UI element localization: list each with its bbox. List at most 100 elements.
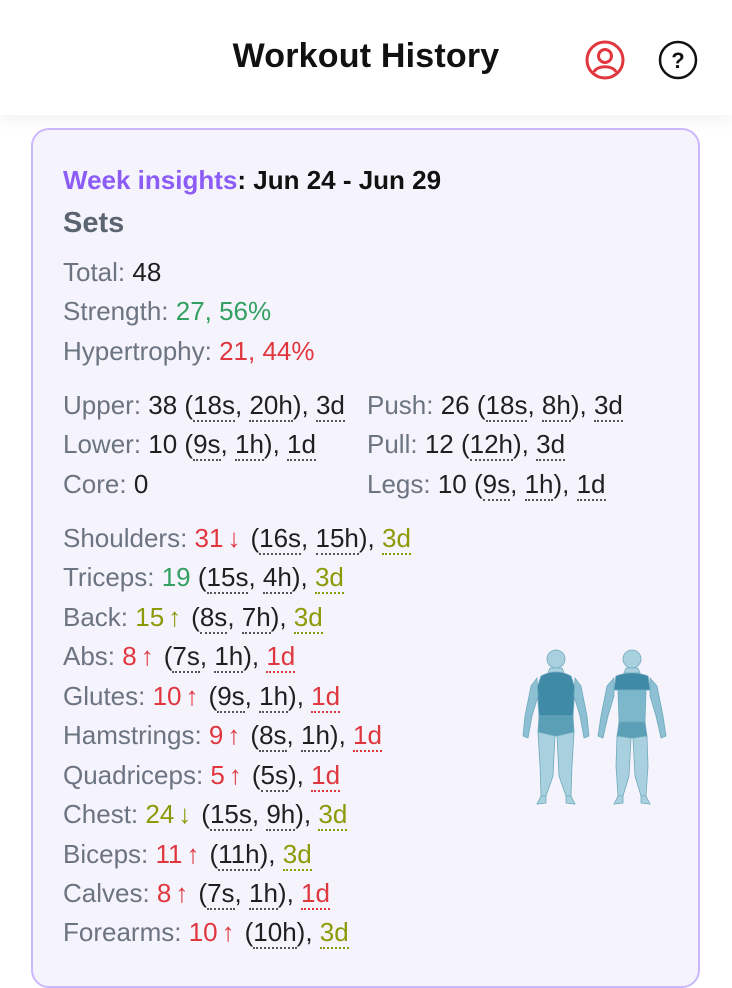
group-label: Core: [63, 469, 134, 499]
profile-button[interactable] [583, 38, 627, 82]
muscle-label: Abs: [63, 641, 123, 671]
hypertrophy-sets-value[interactable]: 1h [300, 720, 330, 752]
group-lower: Lower: 10 (9s, 1h), 1d [63, 429, 316, 461]
trend-up-icon: ↑ [186, 839, 200, 869]
strength-sets-value[interactable]: 18s [485, 390, 528, 422]
muscle-row-back: Back: 15 ↑ (8s, 7h), 3d [63, 602, 323, 634]
days-value[interactable]: 1d [311, 760, 341, 792]
group-count: 10 [148, 429, 178, 459]
muscle-label: Quadriceps: [63, 760, 211, 790]
app-header: Workout History ? [0, 0, 732, 115]
group-count: 12 [424, 429, 454, 459]
strength-sets-value[interactable]: 8s [199, 602, 228, 634]
hypertrophy-sets-value[interactable]: 11h [218, 839, 260, 871]
trend-up-icon: ↑ [175, 878, 189, 908]
muscle-label: Biceps: [63, 839, 156, 869]
hypertrophy-sets-value[interactable]: 10h [253, 917, 297, 949]
muscle-count: 5 [210, 760, 225, 790]
help-button[interactable]: ? [656, 38, 700, 82]
days-value[interactable]: 3d [293, 602, 323, 634]
week-insights-card: Week insights: Jun 24 - Jun 29 Sets Tota… [31, 128, 700, 988]
strength-sets-value[interactable]: 7s [207, 878, 235, 910]
muscle-count: 10 [188, 917, 218, 947]
hypertrophy-sets-value[interactable]: 4h [262, 562, 292, 594]
group-push: Push: 26 (18s, 8h), 3d [367, 390, 623, 422]
hypertrophy-sets-value[interactable]: 1h [235, 429, 264, 461]
group-label: Legs: [367, 469, 438, 499]
muscle-count: 8 [122, 641, 137, 671]
muscle-count: 31 [194, 523, 224, 553]
days-value[interactable]: 1d [576, 469, 606, 501]
strength-sets-value[interactable]: 9s [217, 681, 245, 713]
hypertrophy-sets-value[interactable]: 8h [541, 390, 571, 422]
muscle-row-triceps: Triceps: 19 (15s, 4h), 3d [63, 562, 344, 594]
hypertrophy-sets-value[interactable]: 20h [249, 390, 293, 422]
page-title: Workout History [232, 37, 500, 75]
hypertrophy-sets-value[interactable]: 1h [248, 878, 278, 910]
group-upper: Upper: 38 (18s, 20h), 3d [63, 390, 345, 422]
days-value[interactable]: 3d [593, 390, 623, 422]
user-circle-icon [585, 40, 625, 80]
group-label: Lower: [63, 429, 149, 459]
days-value[interactable]: 3d [318, 799, 348, 831]
strength-row: Strength: 27, 56% [63, 295, 271, 327]
days-value[interactable]: 1d [266, 641, 296, 673]
days-value[interactable]: 1d [287, 429, 316, 461]
week-insights-heading: Week insights: Jun 24 - Jun 29 [63, 164, 441, 196]
hypertrophy-sets-value[interactable]: 1h [524, 469, 554, 501]
days-value[interactable]: 3d [314, 562, 344, 594]
muscle-label: Triceps: [63, 562, 162, 592]
muscle-count: 10 [152, 681, 182, 711]
group-label: Upper: [63, 390, 149, 420]
strength-sets-value[interactable]: 7s [172, 641, 200, 673]
muscle-count: 19 [161, 562, 191, 592]
days-value[interactable]: 3d [382, 523, 411, 555]
group-count: 38 [148, 390, 178, 420]
strength-sets-value[interactable]: 15s [209, 799, 252, 831]
trend-down-icon: ↓ [178, 799, 192, 829]
days-value[interactable]: 1d [353, 720, 382, 752]
muscle-label: Shoulders: [63, 523, 195, 553]
strength-sets-value[interactable]: 9s [482, 469, 511, 501]
hypertrophy-sets-value[interactable]: 1h [259, 681, 289, 713]
group-count: 26 [440, 390, 470, 420]
week-insights-label: Week insights [63, 165, 238, 195]
days-value[interactable]: 3d [282, 839, 312, 871]
hypertrophy-sets-value[interactable]: 15h [315, 523, 359, 555]
trend-up-icon: ↑ [227, 720, 241, 750]
days-value[interactable]: 3d [315, 390, 345, 422]
trend-up-icon: ↑ [168, 602, 182, 632]
sets-heading: Sets [63, 207, 125, 239]
muscle-count: 8 [156, 878, 172, 908]
trend-up-icon: ↑ [140, 641, 154, 671]
hypertrophy-sets-value[interactable]: 1h [214, 641, 244, 673]
strength-sets-value[interactable]: 9s [193, 429, 221, 461]
trend-down-icon: ↓ [227, 523, 241, 553]
days-value[interactable]: 3d [536, 429, 566, 461]
muscle-row-calves: Calves: 8 ↑ (7s, 1h), 1d [63, 878, 330, 910]
trend-up-icon: ↑ [228, 760, 242, 790]
muscle-row-abs: Abs: 8 ↑ (7s, 1h), 1d [63, 641, 296, 673]
strength-sets-value[interactable]: 18s [193, 390, 235, 422]
strength-value: 27, 56% [175, 296, 272, 326]
days-value[interactable]: 1d [311, 681, 341, 713]
muscle-label: Forearms: [63, 917, 189, 947]
hypertrophy-sets-value[interactable]: 12h [469, 429, 514, 461]
hypertrophy-sets-value[interactable]: 9h [266, 799, 296, 831]
strength-sets-value[interactable]: 5s [260, 760, 289, 792]
strength-sets-value[interactable]: 16s [259, 523, 302, 555]
days-value[interactable]: 3d [319, 917, 349, 949]
group-pull: Pull: 12 (12h), 3d [367, 429, 566, 461]
body-muscle-map-icon[interactable] [519, 646, 671, 808]
hypertrophy-row: Hypertrophy: 21, 44% [63, 335, 314, 367]
muscle-count: 9 [208, 720, 224, 750]
muscle-label: Hamstrings: [63, 720, 209, 750]
muscle-count: 11 [155, 839, 183, 869]
muscle-label: Back: [63, 602, 136, 632]
group-core: Core: 0 [63, 468, 148, 500]
strength-sets-value[interactable]: 15s [206, 562, 249, 594]
total-value: 48 [132, 257, 162, 287]
days-value[interactable]: 1d [301, 878, 330, 910]
strength-sets-value[interactable]: 8s [259, 720, 287, 752]
hypertrophy-sets-value[interactable]: 7h [241, 602, 271, 634]
